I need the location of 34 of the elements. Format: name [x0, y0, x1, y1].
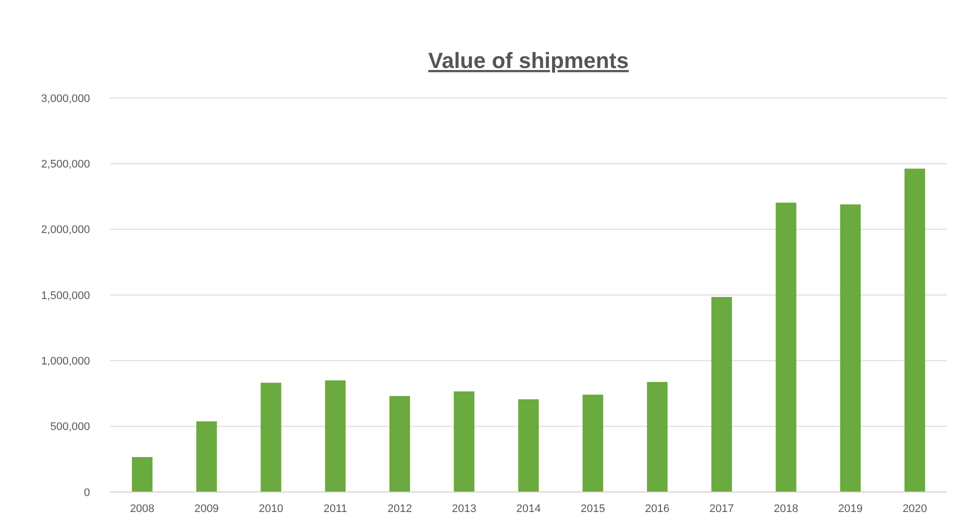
x-tick-label: 2016	[645, 503, 670, 515]
y-tick-label: 0	[84, 486, 90, 499]
bar	[132, 457, 152, 492]
y-tick-label: 2,500,000	[41, 158, 90, 171]
x-tick-label: 2018	[774, 503, 798, 515]
y-tick-label: 3,000,000	[41, 92, 90, 105]
bar	[518, 399, 539, 492]
x-tick-label: 2020	[902, 503, 928, 515]
x-tick-label: 2019	[838, 503, 863, 515]
bar	[260, 382, 282, 492]
y-tick-label: 1,000,000	[41, 356, 90, 368]
x-tick-label: 2014	[516, 503, 541, 515]
x-tick-label: 2011	[324, 503, 348, 515]
bar	[904, 168, 926, 492]
x-tick-label: 2010	[258, 503, 284, 515]
x-tick-label: 2009	[194, 503, 219, 515]
y-tick-label: 1,500,000	[41, 290, 90, 302]
x-tick-label: 2013	[452, 503, 476, 515]
chart-title: Value of shipments	[428, 48, 629, 73]
bar	[196, 421, 217, 492]
bar	[389, 396, 410, 492]
bar	[840, 204, 861, 492]
bar	[646, 382, 668, 492]
bar	[776, 202, 796, 492]
x-tick-label: 2015	[580, 503, 606, 515]
x-tick-label: 2008	[130, 503, 154, 515]
x-tick-label: 2012	[387, 503, 412, 515]
y-tick-label: 2,000,000	[41, 224, 90, 236]
bar	[325, 380, 346, 492]
x-tick-label: 2017	[709, 503, 734, 515]
bar	[454, 391, 474, 492]
bar	[711, 296, 732, 492]
bar	[582, 394, 604, 492]
y-tick-label: 500,000	[50, 421, 90, 434]
